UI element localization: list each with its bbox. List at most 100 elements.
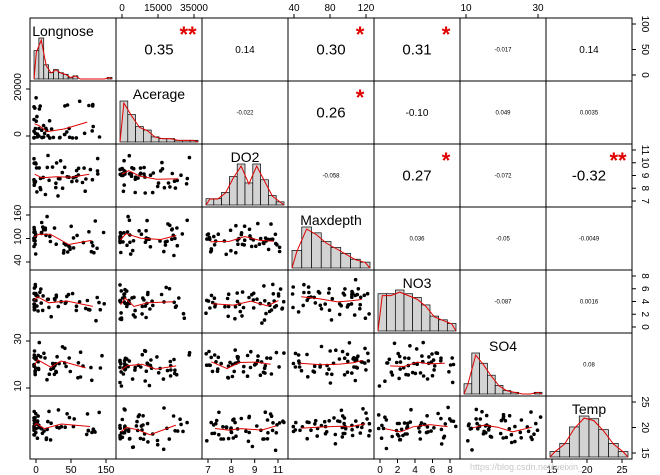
scatter-point-2-0-10 — [75, 179, 79, 183]
scatter-point-5-4-42 — [431, 358, 436, 362]
scatter-point-4-1-6 — [182, 316, 187, 321]
scatter-point-3-0-13 — [45, 214, 49, 219]
scatter-point-3-1-45 — [118, 230, 123, 235]
scatter-point-6-4-9 — [376, 426, 381, 431]
scatter-point-5-2-41 — [268, 356, 273, 361]
bottom-tick-label-2-3: 11 — [273, 465, 284, 475]
corr-stars-0-1: ** — [179, 22, 197, 47]
scatter-point-4-1-44 — [119, 316, 124, 320]
variable-name-1: Acerage — [133, 86, 185, 102]
scatter-point-2-0-21 — [38, 185, 42, 190]
corr-stars-1-3: * — [356, 85, 365, 110]
top-tick-label-3-0: 40 — [288, 3, 300, 14]
scatter-point-4-3-47 — [343, 287, 347, 291]
scatter-point-5-4-48 — [404, 372, 408, 377]
corr-value-1-6: 0.0035 — [580, 111, 599, 117]
scatter-point-4-2-21 — [264, 311, 268, 316]
scatter-point-6-5-17 — [509, 432, 514, 437]
scatter-point-6-2-7 — [205, 439, 209, 443]
scatter-point-6-0-8 — [56, 408, 61, 412]
scatter-point-6-4-24 — [432, 426, 436, 430]
scatter-point-4-0-24 — [45, 297, 50, 302]
scatter-point-6-4-31 — [401, 433, 405, 438]
scatter-point-5-1-1 — [172, 357, 176, 362]
scatter-point-4-2-36 — [263, 299, 267, 303]
scatter-point-3-1-46 — [180, 232, 185, 236]
scatter-point-6-2-43 — [210, 431, 214, 436]
scatter-point-3-2-25 — [212, 243, 217, 247]
scatter-point-5-3-42 — [306, 375, 310, 379]
scatter-point-6-3-34 — [323, 431, 328, 436]
scatter-point-3-2-9 — [255, 221, 260, 226]
scatter-point-5-1-47 — [118, 360, 122, 364]
scatter-point-6-5-29 — [507, 427, 512, 431]
scatter-point-3-0-26 — [95, 246, 99, 251]
scatter-point-6-4-40 — [436, 411, 440, 416]
scatter-point-6-5-22 — [498, 431, 503, 436]
scatter-point-6-5-11 — [503, 418, 508, 423]
variable-name-4: NO3 — [403, 275, 432, 291]
hist-bar-6-6 — [608, 442, 619, 458]
scatter-point-5-4-26 — [385, 361, 389, 365]
smooth-line-4-3 — [301, 296, 362, 303]
scatter-point-6-5-45 — [509, 440, 514, 445]
scatter-point-6-3-43 — [305, 436, 310, 441]
scatter-point-6-1-23 — [120, 417, 125, 422]
scatter-point-6-0-30 — [48, 438, 53, 442]
right-tick-label-4-0: 0 — [639, 324, 650, 330]
scatter-point-4-2-41 — [223, 304, 227, 309]
scatter-point-4-0-23 — [32, 302, 37, 306]
scatter-point-4-3-15 — [290, 292, 295, 296]
corr-value-1-5: 0.049 — [495, 111, 511, 117]
corr-value-0-4: 0.31 — [402, 42, 431, 59]
scatter-point-5-1-49 — [140, 352, 145, 357]
scatter-point-4-1-13 — [119, 289, 124, 293]
scatter-point-5-4-14 — [450, 380, 455, 385]
scatter-point-6-2-45 — [262, 437, 266, 441]
scatter-point-5-3-43 — [328, 349, 333, 353]
left-tick-label-5-0: 10 — [13, 380, 24, 392]
scatter-point-6-1-26 — [167, 437, 172, 441]
scatter-point-6-2-37 — [224, 425, 229, 429]
scatter-point-5-0-39 — [32, 356, 36, 360]
scatter-point-3-0-42 — [33, 239, 37, 243]
scatter-point-3-0-31 — [75, 233, 79, 238]
scatter-point-2-0-12 — [84, 177, 88, 181]
scatter-point-5-1-14 — [161, 377, 166, 381]
bottom-tick-label-6-0: 15 — [546, 465, 558, 475]
scatter-point-1-0-14 — [47, 119, 52, 123]
scatter-point-6-3-48 — [327, 419, 332, 423]
scatter-point-4-0-37 — [97, 300, 101, 305]
scatter-point-6-1-49 — [146, 440, 150, 444]
scatter-point-5-2-43 — [261, 370, 266, 375]
bottom-tick-label-4-0: 0 — [377, 465, 383, 475]
scatter-point-5-2-11 — [255, 358, 260, 363]
scatter-point-5-3-1 — [366, 351, 370, 356]
scatter-point-1-0-19 — [90, 104, 95, 108]
scatter-point-2-1-22 — [148, 173, 153, 177]
panel-frame-5-1 — [115, 332, 203, 397]
scatter-point-3-1-43 — [130, 248, 135, 253]
scatter-point-3-2-49 — [212, 234, 216, 239]
scatter-point-2-0-2 — [43, 192, 48, 197]
scatter-point-6-5-30 — [518, 430, 523, 435]
panel-frame-1-0 — [29, 80, 117, 145]
scatter-point-4-2-1 — [233, 316, 237, 321]
smooth-line-6-2 — [214, 425, 277, 431]
scatter-point-5-4-38 — [413, 371, 418, 376]
scatter-point-5-0-36 — [33, 366, 38, 370]
scatter-point-3-1-33 — [145, 218, 149, 223]
hist-bar-2-1 — [213, 198, 222, 206]
scatter-point-4-0-29 — [74, 304, 79, 309]
scatter-point-6-5-43 — [538, 415, 543, 419]
scatter-point-5-0-34 — [50, 361, 55, 366]
scatter-point-2-1-16 — [127, 153, 132, 158]
scatter-point-6-2-25 — [254, 424, 259, 428]
scatter-point-5-2-15 — [209, 355, 213, 360]
scatter-point-6-2-32 — [229, 426, 233, 430]
scatter-point-4-0-26 — [36, 309, 40, 313]
scatter-point-2-0-24 — [34, 166, 39, 170]
variable-name-6: Temp — [572, 401, 606, 417]
scatter-point-5-0-38 — [32, 349, 37, 353]
scatter-point-4-3-5 — [349, 302, 354, 306]
